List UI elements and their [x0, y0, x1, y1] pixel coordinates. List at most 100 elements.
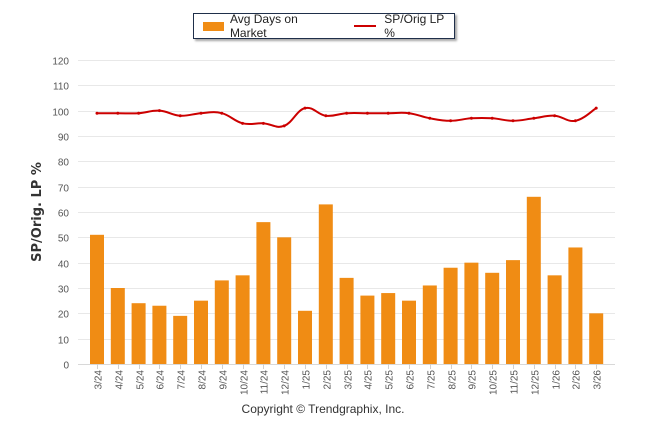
y-tick-label: 30 — [58, 285, 70, 296]
bar — [547, 275, 562, 364]
legend: Avg Days on Market SP/Orig LP % — [193, 12, 455, 40]
y-tick-label: 80 — [58, 158, 70, 169]
copyright-text: Copyright © Trendgraphix, Inc. — [241, 402, 405, 416]
bar — [402, 300, 416, 364]
line-point — [95, 111, 99, 115]
x-axis-ticks: 3/24 4/24 5/24 6/24 7/24 8/24 9/24 10/24 11/24 12… — [94, 364, 604, 395]
x-tick-label: 9/25 — [468, 370, 479, 390]
line-point — [553, 114, 557, 118]
legend-item-avg-days[interactable]: Avg Days on Market — [203, 12, 333, 40]
bar — [298, 310, 312, 364]
y-tick-label: 110 — [53, 82, 69, 93]
y-tick-label: 20 — [58, 310, 70, 321]
x-tick-label: 2/26 — [572, 370, 583, 390]
line-point — [449, 119, 453, 123]
line-point — [324, 114, 328, 118]
bar — [506, 260, 520, 364]
x-tick-label: 10/24 — [240, 370, 251, 395]
line-point — [365, 111, 369, 115]
x-tick-label: 5/25 — [385, 370, 396, 390]
x-tick-label: 6/25 — [406, 370, 417, 390]
y-tick-label: 90 — [58, 133, 70, 144]
legend-label: SP/Orig LP % — [384, 12, 445, 40]
y-tick-label: 0 — [63, 361, 69, 372]
line-point — [511, 119, 515, 123]
bar — [152, 305, 167, 364]
line-point — [345, 111, 349, 115]
x-tick-label: 8/25 — [448, 370, 459, 390]
x-tick-label: 5/24 — [136, 370, 147, 390]
y-tick-label: 60 — [58, 209, 70, 220]
legend-item-sp-orig-lp[interactable]: SP/Orig LP % — [342, 12, 454, 40]
bar — [194, 300, 208, 364]
y-tick-label: 70 — [58, 184, 70, 195]
bar — [485, 272, 500, 364]
bar — [568, 247, 583, 364]
y-tick-label: 10 — [58, 336, 70, 347]
line-point — [137, 111, 141, 115]
x-tick-label: 1/25 — [302, 370, 313, 390]
x-tick-label: 4/25 — [364, 370, 375, 390]
line-point — [469, 116, 473, 120]
legend-swatch-bar — [203, 21, 224, 31]
bar — [589, 313, 604, 364]
bar — [339, 277, 354, 364]
x-tick-label: 7/24 — [177, 370, 188, 390]
bar — [526, 196, 541, 364]
bar — [214, 280, 229, 364]
legend-label: Avg Days on Market — [229, 12, 298, 40]
line-point — [178, 114, 182, 118]
x-tick-label: 3/24 — [94, 370, 105, 390]
bar — [131, 303, 146, 364]
x-tick-label: 2/25 — [323, 370, 334, 390]
bar — [360, 295, 375, 364]
y-tick-label: 40 — [58, 260, 70, 271]
bar — [90, 234, 104, 364]
y-axis-ticks: 0 10 20 30 40 50 60 70 80 90 100 110 120 — [52, 57, 69, 372]
y-axis-label: SP/Orig. LP % — [30, 162, 45, 262]
y-tick-label: 100 — [52, 108, 69, 119]
x-tick-label: 11/24 — [260, 370, 271, 395]
line-point — [490, 116, 494, 120]
line-point — [261, 121, 265, 125]
x-tick-label: 9/24 — [219, 370, 230, 390]
line-point — [157, 109, 161, 113]
line-path — [97, 106, 597, 128]
line-point — [386, 111, 390, 115]
bar-series — [90, 196, 604, 364]
line-series — [95, 106, 598, 128]
bar — [381, 293, 396, 364]
x-tick-label: 6/24 — [156, 370, 167, 390]
x-tick-label: 8/24 — [198, 370, 209, 390]
x-tick-label: 12/24 — [281, 370, 292, 395]
bar — [256, 222, 271, 364]
line-point — [303, 106, 307, 110]
line-point — [532, 116, 536, 120]
line-point — [282, 124, 286, 128]
y-tick-label: 50 — [58, 234, 70, 245]
x-tick-label: 7/25 — [427, 370, 438, 390]
bar — [235, 275, 250, 364]
x-tick-label: 1/26 — [552, 370, 563, 390]
x-tick-label: 3/25 — [344, 370, 355, 390]
line-point — [220, 111, 224, 115]
bar — [464, 262, 479, 364]
bar — [110, 288, 125, 364]
bar — [173, 315, 188, 364]
line-point — [407, 111, 411, 115]
x-tick-label: 10/25 — [489, 370, 500, 395]
x-tick-label: 11/25 — [510, 370, 521, 395]
line-point — [116, 111, 120, 115]
bar — [422, 285, 437, 364]
bar — [443, 267, 458, 364]
line-point — [241, 121, 245, 125]
x-tick-label: 4/24 — [115, 370, 126, 390]
line-point — [594, 106, 598, 110]
line-point — [428, 116, 432, 120]
bar — [277, 237, 292, 364]
bar — [318, 204, 333, 364]
y-tick-label: 120 — [52, 57, 69, 68]
x-tick-label: 3/26 — [593, 370, 604, 390]
x-tick-label: 12/25 — [531, 370, 542, 395]
